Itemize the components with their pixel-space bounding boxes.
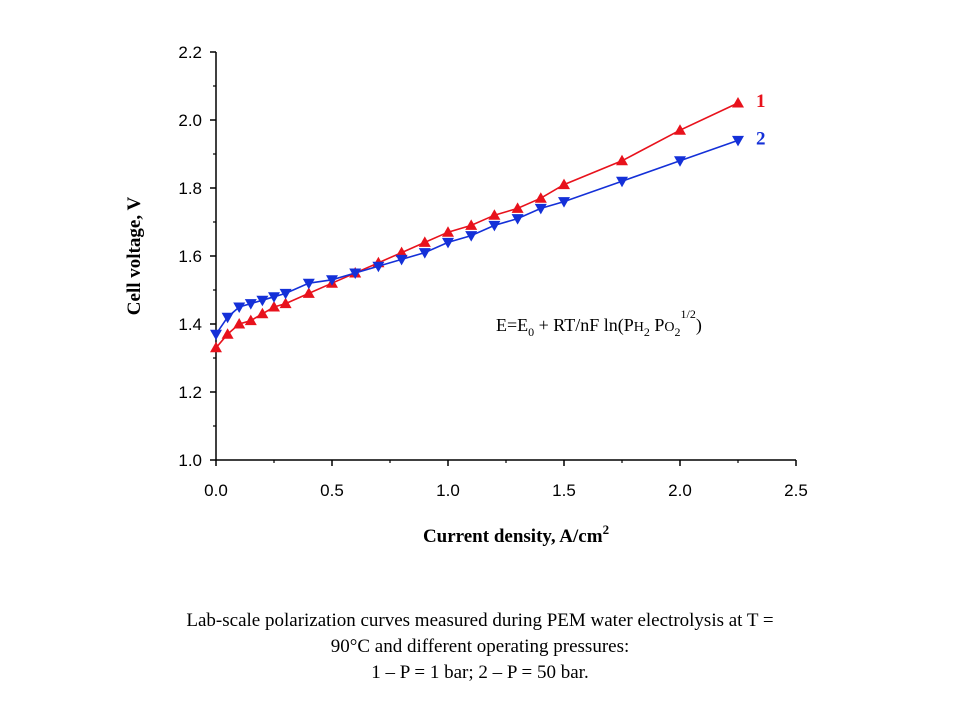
data-point [221,312,234,324]
data-point [233,302,246,313]
caption-line-3: 1 – P = 1 bar; 2 – P = 50 bar. [371,662,589,683]
data-point [558,178,570,190]
x-tick-label: 0.5 [320,481,344,500]
y-axis-title: Cell voltage, V [124,197,145,316]
data-point [395,246,408,258]
data-point [465,219,478,230]
data-point [268,292,280,303]
data-point [511,214,524,225]
y-tick-label: 1.8 [178,179,202,198]
y-tick-label: 2.0 [178,111,202,130]
data-point [442,237,454,249]
data-point [302,278,315,290]
data-point [210,341,222,353]
series-1 [210,97,744,353]
data-point [442,226,454,237]
data-point [395,254,408,266]
data-point [465,231,478,242]
data-point [616,154,628,166]
x-tick-label: 0.0 [204,481,228,500]
data-point [534,203,547,215]
data-point [674,156,686,167]
caption-line-2: 90°C and different operating pressures: [330,636,630,657]
series-label: 1 [756,91,766,112]
y-tick-label: 2.2 [178,43,202,62]
y-tick-label: 1.4 [178,315,202,334]
data-point [256,295,269,307]
data-point [302,287,315,298]
data-point [349,268,362,279]
data-point [732,135,744,147]
data-point [268,301,280,312]
x-axis-title: Current density, A/cm2 [423,522,609,547]
data-point [488,220,501,232]
data-point [221,328,234,339]
data-point [732,97,744,108]
data-point [418,236,431,247]
data-point [616,176,628,188]
data-point [511,202,524,213]
data-point [256,307,269,319]
data-point [534,192,547,203]
polarization-chart: 1.0 1.2 1.4 1.6 1.8 2.0 2.2 0.0 0.5 1.0 1.5 2.0 2.5 C… [124,43,808,547]
data-point [326,275,338,286]
x-tick-label: 1.0 [436,481,460,500]
data-point [244,314,257,326]
y-tick-label: 1.0 [178,451,202,470]
x-tick-label: 2.5 [784,481,808,500]
series-line [215,139,739,335]
x-tick-label: 2.0 [668,481,692,500]
y-tick-label: 1.2 [178,383,202,402]
data-point [279,288,292,300]
data-point [674,124,686,135]
data-point [558,197,570,208]
series-label: 2 [756,128,766,149]
data-point [418,248,431,259]
data-point [488,209,501,220]
data-point [244,299,257,310]
figure-caption: Lab-scale polarization curves measured d… [80,608,880,686]
data-point [279,297,292,309]
data-point [210,329,222,341]
data-point [372,261,385,273]
equation-annotation: E=E0 + RT/nF ln(PH2 PO21/2) [496,307,702,339]
series-line [215,102,739,349]
x-tick-label: 1.5 [552,481,576,500]
series-2 [210,135,744,341]
y-tick-label: 1.6 [178,247,202,266]
data-point [233,318,246,329]
caption-line-1: Lab-scale polarization curves measured d… [186,610,774,631]
